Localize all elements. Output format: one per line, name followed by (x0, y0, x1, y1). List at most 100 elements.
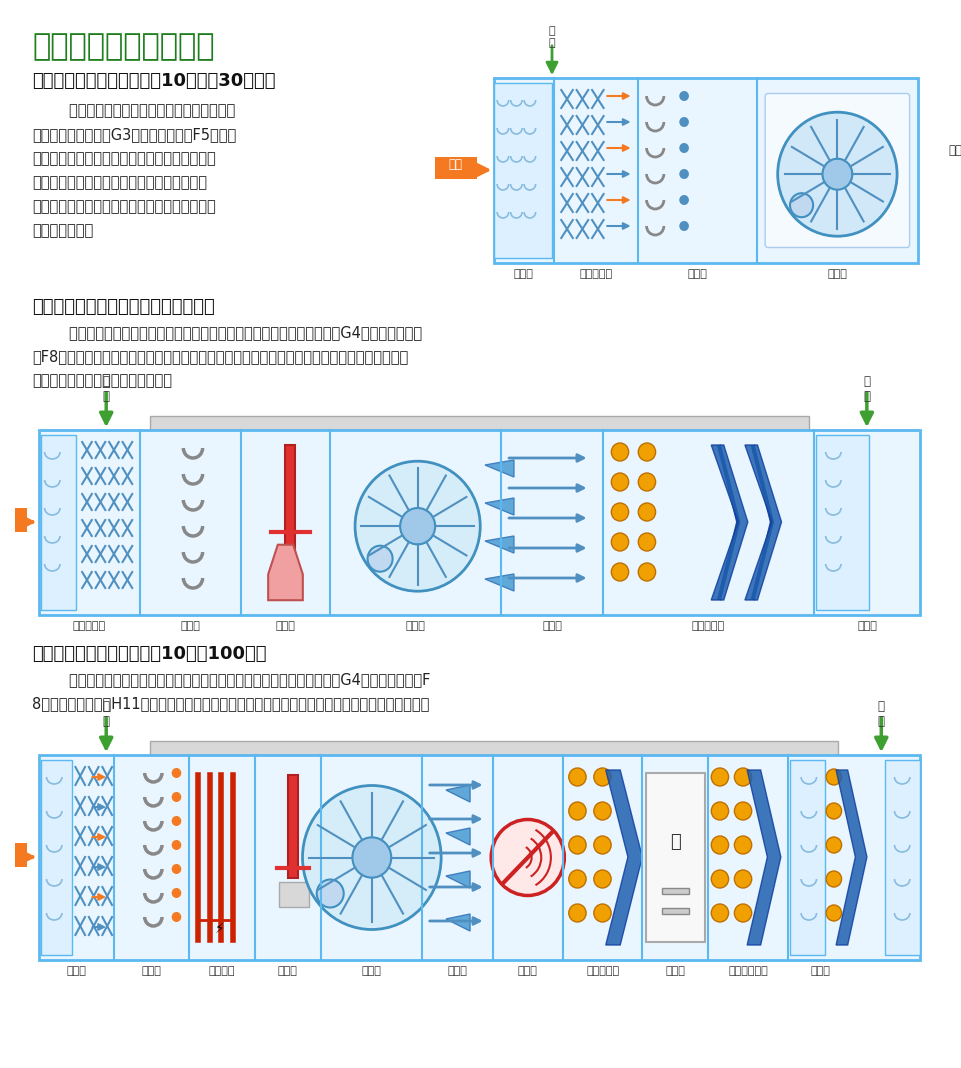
Text: 气处理机组（选用湿膜加湿），可处理回风和混: 气处理机组（选用湿膜加湿），可处理回风和混 (32, 151, 216, 166)
Text: 加湿段: 加湿段 (276, 621, 295, 631)
Circle shape (367, 546, 393, 571)
Text: 回风: 回风 (0, 509, 12, 522)
Text: 回风: 回风 (0, 844, 12, 857)
Circle shape (569, 904, 586, 922)
Circle shape (172, 864, 182, 874)
Text: 新
风: 新 风 (103, 375, 110, 403)
Text: 加湿段: 加湿段 (278, 965, 298, 976)
Circle shape (569, 870, 586, 888)
Circle shape (355, 461, 480, 592)
Circle shape (611, 473, 628, 491)
Circle shape (679, 221, 689, 231)
Bar (288, 775, 298, 878)
Text: 适合较高洁净要求场合（千级、万级）: 适合较高洁净要求场合（千级、万级） (32, 298, 215, 316)
Circle shape (826, 803, 842, 819)
Text: 的洁净室工程。: 的洁净室工程。 (32, 223, 93, 238)
Text: 风机段: 风机段 (827, 269, 848, 279)
Bar (646, 773, 704, 942)
Circle shape (679, 143, 689, 153)
Text: 风机段: 风机段 (406, 621, 426, 631)
Circle shape (594, 768, 611, 786)
Circle shape (569, 802, 586, 820)
Circle shape (491, 819, 564, 895)
Text: 中效过滤段: 中效过滤段 (692, 621, 725, 631)
Bar (816, 435, 869, 610)
FancyBboxPatch shape (434, 157, 477, 179)
Polygon shape (747, 770, 781, 945)
Circle shape (638, 503, 655, 521)
Bar (662, 908, 688, 914)
Text: 回风: 回风 (449, 158, 463, 171)
Text: 滤，适合较高洁净要求洁净室工程。: 滤，适合较高洁净要求洁净室工程。 (32, 373, 172, 388)
Text: 风机段: 风机段 (361, 965, 382, 976)
Text: 表冷段: 表冷段 (181, 621, 201, 631)
Bar (40, 760, 71, 955)
Text: 新
风: 新 风 (103, 700, 110, 728)
Bar (279, 882, 309, 907)
Bar (150, 417, 809, 430)
Circle shape (172, 912, 182, 922)
Circle shape (594, 870, 611, 888)
Circle shape (172, 768, 182, 778)
Text: 混合段: 混合段 (514, 269, 533, 279)
Circle shape (734, 768, 752, 786)
Circle shape (711, 870, 728, 888)
Polygon shape (485, 460, 514, 477)
Polygon shape (446, 828, 470, 845)
Text: 混合段: 混合段 (66, 965, 86, 976)
Circle shape (569, 836, 586, 854)
Polygon shape (446, 871, 470, 888)
Text: 出风段: 出风段 (857, 621, 876, 631)
Text: 均流段: 均流段 (542, 621, 562, 631)
Circle shape (679, 195, 689, 205)
Circle shape (611, 533, 628, 551)
Text: 新
风: 新 风 (549, 26, 555, 48)
Polygon shape (446, 785, 470, 802)
Text: ⚡: ⚡ (214, 923, 224, 937)
Bar (494, 83, 552, 258)
Text: 表冷段: 表冷段 (141, 965, 161, 976)
Polygon shape (268, 545, 303, 600)
Polygon shape (836, 770, 867, 945)
Circle shape (734, 870, 752, 888)
Bar (285, 445, 295, 556)
Circle shape (711, 802, 728, 820)
Circle shape (303, 785, 441, 929)
Polygon shape (485, 536, 514, 553)
Bar (40, 435, 76, 610)
Circle shape (317, 880, 344, 908)
Text: 均流段: 均流段 (448, 965, 467, 976)
Text: 初效过滤段: 初效过滤段 (579, 269, 612, 279)
Text: 送风: 送风 (949, 143, 961, 157)
Text: 消声段: 消声段 (518, 965, 538, 976)
Text: 送
风: 送 风 (863, 375, 871, 403)
Circle shape (734, 836, 752, 854)
Bar (494, 78, 918, 263)
Text: 电加热段: 电加热段 (209, 965, 234, 976)
Circle shape (638, 443, 655, 461)
Text: 机组采用负压结构，配备基本的直膨盘管，: 机组采用负压结构，配备基本的直膨盘管， (32, 103, 235, 117)
Circle shape (172, 816, 182, 826)
Circle shape (400, 508, 435, 545)
Circle shape (826, 905, 842, 921)
Text: 合工况，联合洁净室末端的亚高效或高效过滤: 合工况，联合洁净室末端的亚高效或高效过滤 (32, 175, 207, 190)
Circle shape (638, 473, 655, 491)
Text: 适合普通净化要求的场合（10万级、30万级）: 适合普通净化要求的场合（10万级、30万级） (32, 72, 276, 90)
Circle shape (777, 112, 897, 236)
Text: （F8），中效过滤位于正压段，有效保护洁净室末端高效或超高效过滤器，同时可选配亚高效过: （F8），中效过滤位于正压段，有效保护洁净室末端高效或超高效过滤器，同时可选配亚… (32, 349, 408, 364)
Polygon shape (745, 445, 781, 600)
Polygon shape (711, 445, 748, 600)
Circle shape (790, 193, 813, 217)
Bar (662, 889, 688, 894)
Circle shape (711, 836, 728, 854)
FancyBboxPatch shape (765, 94, 910, 248)
Circle shape (826, 837, 842, 853)
Circle shape (734, 904, 752, 922)
Circle shape (711, 768, 728, 786)
Text: 8）、亚高效过滤（H11），同时配备电加热，进口电热加湿、洁净式消声器、联合洁净室末端的高: 8）、亚高效过滤（H11），同时配备电加热，进口电热加湿、洁净式消声器、联合洁净… (32, 696, 430, 711)
Circle shape (594, 904, 611, 922)
Text: 混合过滤段: 混合过滤段 (73, 621, 106, 631)
Circle shape (594, 802, 611, 820)
Circle shape (611, 503, 628, 521)
Bar (38, 755, 920, 960)
